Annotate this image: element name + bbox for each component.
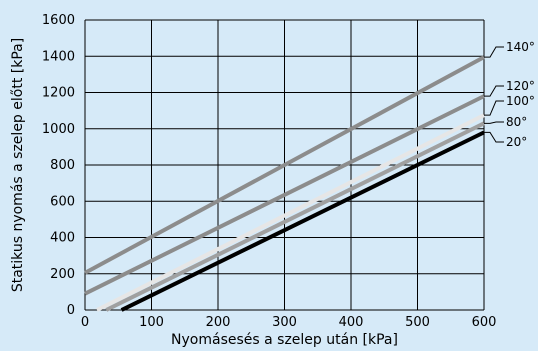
y-tick-label: 0	[67, 303, 75, 318]
tick-labels: 0 100 200 300 400 500 600 0 200 400 600 800 1000 1200…	[42, 13, 497, 330]
series-label-leader	[484, 121, 504, 124]
series-label: 120°	[506, 79, 535, 93]
grid	[84, 19, 485, 311]
series-line	[84, 94, 485, 296]
x-tick-label: 400	[339, 315, 364, 330]
series-line	[120, 130, 485, 312]
series-label-leader	[484, 131, 504, 143]
y-tick-label: 1600	[42, 13, 75, 28]
y-tick-label: 400	[50, 231, 75, 246]
x-tick-label: 300	[272, 315, 297, 330]
series-label-leader	[484, 85, 504, 97]
y-tick-label: 1000	[42, 122, 75, 137]
series-label-leader	[484, 46, 504, 58]
series-label: 20°	[506, 135, 527, 149]
series-label: 140°	[506, 40, 535, 54]
series-labels: 140° 120°100° 80° 20°	[484, 40, 535, 149]
series-lines	[84, 55, 485, 312]
x-axis-title: Nyomásesés a szelep után [kPa]	[171, 332, 398, 348]
series-label: 80°	[506, 115, 527, 129]
series-line	[96, 113, 485, 312]
y-axis-title: Statikus nyomás a szelep előtt [kPa]	[10, 38, 26, 292]
series-label: 100°	[506, 94, 535, 108]
y-tick-label: 600	[50, 194, 75, 209]
x-tick-label: 0	[81, 315, 89, 330]
series-line	[105, 121, 485, 312]
y-tick-label: 800	[50, 158, 75, 173]
x-tick-label: 200	[206, 315, 231, 330]
series-line	[84, 55, 485, 275]
series-label-leader	[484, 100, 504, 116]
x-tick-label: 500	[405, 315, 430, 330]
x-tick-label: 600	[472, 315, 497, 330]
x-tick-label: 100	[139, 315, 164, 330]
y-tick-label: 1400	[42, 49, 75, 64]
y-tick-label: 200	[50, 267, 75, 282]
y-tick-label: 1200	[42, 86, 75, 101]
